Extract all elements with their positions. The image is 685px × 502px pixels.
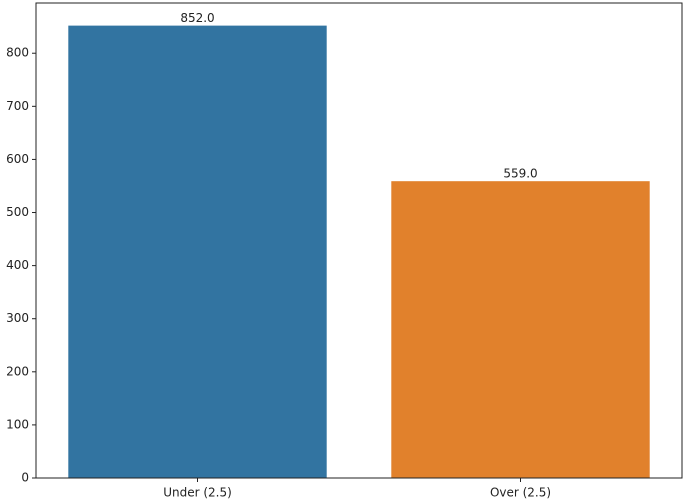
y-tick-label: 200 [6,364,29,378]
x-tick-label: Over (2.5) [490,486,551,500]
x-tick-label: Under (2.5) [163,486,232,500]
y-tick-label: 0 [21,471,29,485]
y-tick-label: 400 [6,258,29,272]
bar [68,25,327,478]
y-tick-label: 800 [6,46,29,60]
y-tick-label: 100 [6,417,29,431]
bar [391,181,650,478]
plot-frame [35,2,683,479]
value-label: 852.0 [180,11,214,25]
y-tick-label: 300 [6,311,29,325]
value-label: 559.0 [503,167,537,181]
y-tick-label: 600 [6,152,29,166]
y-tick-label: 700 [6,99,29,113]
y-tick-label: 500 [6,205,29,219]
